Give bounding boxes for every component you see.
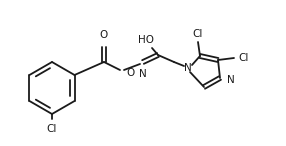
Text: N: N [184,63,192,73]
Text: Cl: Cl [47,124,57,134]
Text: Cl: Cl [238,53,248,63]
Text: O: O [100,30,108,40]
Text: N: N [139,69,147,79]
Text: Cl: Cl [193,29,203,39]
Text: N: N [227,75,235,85]
Text: O: O [126,68,134,78]
Text: HO: HO [138,35,154,45]
